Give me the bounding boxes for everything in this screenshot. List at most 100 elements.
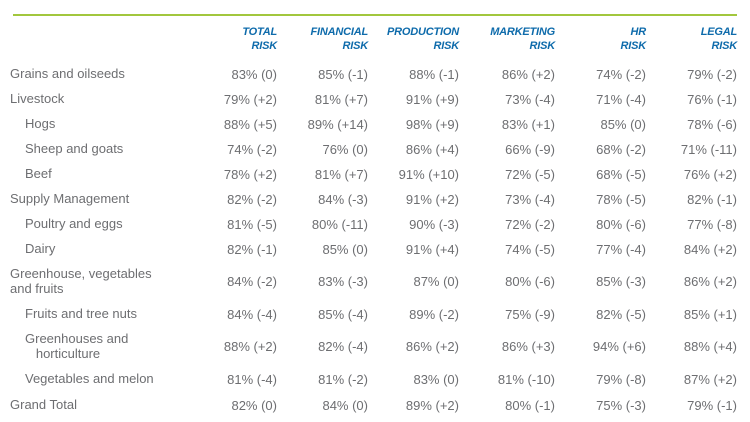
table-header-row: TOTAL RISK FINANCIAL RISK PRODUCTION RISK MARK… xyxy=(0,0,750,62)
column-header: TOTAL RISK xyxy=(186,26,277,54)
value-cell: 83% (+1) xyxy=(501,116,555,132)
value-cell: 80% (-1) xyxy=(505,398,555,413)
table-row: Grand Total 82% (0) 84% (0) 89% (+2) 80% (-1… xyxy=(0,392,750,420)
column-header: FINANCIAL RISK xyxy=(277,26,369,54)
value-cell: 90% (-3) xyxy=(409,216,459,232)
value-cell: 72% (-5) xyxy=(505,166,555,182)
row-label: Fruits and tree nuts xyxy=(25,305,137,321)
row-label: Hogs xyxy=(25,115,56,131)
value-cell: 66% (-9) xyxy=(505,141,555,157)
table-row: Greenhouses and horticulture 88% (+2) 82% … xyxy=(0,327,750,367)
value-cell: 94% (+6) xyxy=(592,339,646,354)
column-header-line2: RISK xyxy=(711,39,738,52)
value-cell: 86% (+2) xyxy=(405,339,459,354)
table-row: Greenhouse, vegetables and fruits 84% (-2… xyxy=(0,262,750,302)
value-cell: 86% (+4) xyxy=(405,141,459,157)
value-cell: 85% (-4) xyxy=(318,306,368,322)
row-label: Sheep and goats xyxy=(25,140,124,156)
value-cell: 76% (+2) xyxy=(683,166,737,182)
value-cell: 77% (-8) xyxy=(687,216,737,232)
value-cell: 86% (+3) xyxy=(501,339,555,354)
value-cell: 76% (-1) xyxy=(687,91,737,107)
value-cell: 81% (+7) xyxy=(314,91,368,107)
value-cell: 82% (-1) xyxy=(687,191,737,207)
value-cell: 79% (+2) xyxy=(223,91,277,107)
value-cell: 86% (+2) xyxy=(683,274,737,289)
value-cell: 77% (-4) xyxy=(596,241,646,257)
value-cell: 91% (+4) xyxy=(405,241,459,257)
column-header-line1: FINANCIAL xyxy=(310,26,369,38)
value-cell: 79% (-8) xyxy=(596,371,646,387)
value-cell: 84% (0) xyxy=(322,398,368,413)
value-cell: 83% (0) xyxy=(413,371,459,387)
row-label: Grand Total xyxy=(10,397,77,413)
column-header-line1: HR xyxy=(630,26,647,38)
value-cell: 85% (-1) xyxy=(318,66,368,82)
value-cell: 79% (-2) xyxy=(687,66,737,82)
column-header-line1: LEGAL xyxy=(700,26,737,38)
table-row: Supply Management 82% (-2) 84% (-3) 91% (+2… xyxy=(0,187,750,212)
value-cell: 80% (-6) xyxy=(505,274,555,289)
table-row: Vegetables and melon 81% (-4) 81% (-2) 83% … xyxy=(0,367,750,392)
row-label: Greenhouses and horticulture xyxy=(25,330,129,361)
value-cell: 76% (0) xyxy=(322,141,368,157)
value-cell: 82% (0) xyxy=(231,398,277,413)
column-header: PRODUCTION RISK xyxy=(368,26,459,54)
value-cell: 74% (-2) xyxy=(227,141,277,157)
table-row: Fruits and tree nuts 84% (-4) 85% (-4) 89% … xyxy=(0,302,750,327)
table-row: Livestock 79% (+2) 81% (+7) 91% (+9) 73% (-4… xyxy=(0,87,750,112)
value-cell: 88% (+5) xyxy=(223,116,277,132)
table-row: Sheep and goats 74% (-2) 76% (0) 86% (+4) 66… xyxy=(0,137,750,162)
column-header-line1: TOTAL xyxy=(242,26,277,38)
value-cell: 91% (+10) xyxy=(398,166,459,182)
value-cell: 89% (+14) xyxy=(307,116,368,132)
value-cell: 85% (+1) xyxy=(683,306,737,322)
value-cell: 81% (-2) xyxy=(318,371,368,387)
value-cell: 75% (-9) xyxy=(505,306,555,322)
value-cell: 75% (-3) xyxy=(596,398,646,413)
value-cell: 82% (-5) xyxy=(596,306,646,322)
value-cell: 83% (0) xyxy=(231,66,277,82)
table-row: Beef 78% (+2) 81% (+7) 91% (+10) 72% (-5) 68%… xyxy=(0,162,750,187)
value-cell: 80% (-11) xyxy=(311,216,368,232)
value-cell: 84% (-4) xyxy=(227,306,277,322)
accent-divider xyxy=(13,14,737,16)
value-cell: 78% (-5) xyxy=(596,191,646,207)
value-cell: 88% (+2) xyxy=(223,339,277,354)
column-header-line2: RISK xyxy=(251,39,278,52)
value-cell: 88% (-1) xyxy=(409,66,459,82)
value-cell: 89% (-2) xyxy=(409,306,459,322)
value-cell: 82% (-4) xyxy=(318,339,368,354)
column-header-line2: RISK xyxy=(433,39,460,52)
value-cell: 78% (-6) xyxy=(687,116,737,132)
row-label: Supply Management xyxy=(10,190,130,206)
column-header-line1: MARKETING xyxy=(490,26,555,38)
column-header-line2: RISK xyxy=(342,39,369,52)
value-cell: 79% (-1) xyxy=(687,398,737,413)
value-cell: 78% (+2) xyxy=(223,166,277,182)
value-cell: 85% (-3) xyxy=(596,274,646,289)
value-cell: 71% (-11) xyxy=(680,141,737,157)
column-header-line1: PRODUCTION xyxy=(387,26,459,38)
table-row: Grains and oilseeds 83% (0) 85% (-1) 88% (-… xyxy=(0,62,750,87)
value-cell: 86% (+2) xyxy=(501,66,555,82)
table-body: Grains and oilseeds 83% (0) 85% (-1) 88% (-… xyxy=(0,62,750,420)
value-cell: 91% (+9) xyxy=(405,91,459,107)
value-cell: 83% (-3) xyxy=(318,274,368,289)
value-cell: 81% (+7) xyxy=(314,166,368,182)
row-label: Beef xyxy=(25,165,52,181)
table-row: Poultry and eggs 81% (-5) 80% (-11) 90% (-3… xyxy=(0,212,750,237)
value-cell: 81% (-5) xyxy=(227,216,277,232)
value-cell: 84% (-3) xyxy=(318,191,368,207)
value-cell: 87% (+2) xyxy=(683,371,737,387)
column-header: LEGAL RISK xyxy=(646,26,737,54)
row-label: Grains and oilseeds xyxy=(10,65,125,81)
row-label: Dairy xyxy=(25,240,56,256)
value-cell: 68% (-5) xyxy=(596,166,646,182)
value-cell: 84% (+2) xyxy=(683,241,737,257)
value-cell: 88% (+4) xyxy=(683,339,737,354)
column-header: MARKETING RISK xyxy=(459,26,555,54)
value-cell: 68% (-2) xyxy=(596,141,646,157)
value-cell: 98% (+9) xyxy=(405,116,459,132)
